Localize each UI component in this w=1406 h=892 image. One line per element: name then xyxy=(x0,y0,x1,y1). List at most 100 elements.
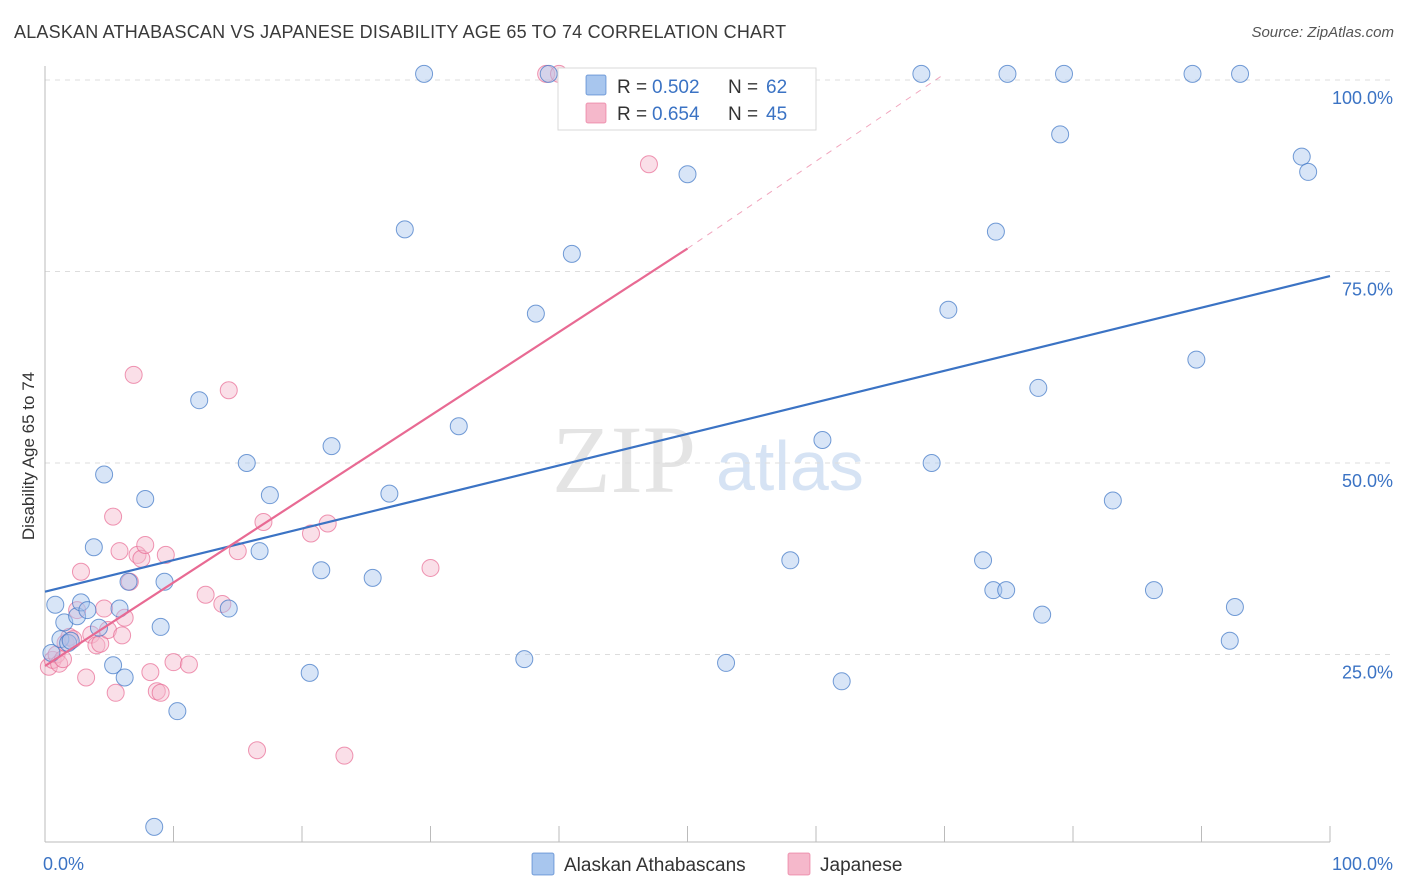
japanese-point xyxy=(95,599,114,618)
bottom-legend-label-blue: Alaskan Athabascans xyxy=(564,855,746,876)
japanese-trend-extension xyxy=(687,73,945,249)
watermark-zip: ZIP xyxy=(552,406,696,513)
legend-box: R = 0.502 N = 62 R = 0.654 N = 45 xyxy=(557,67,817,131)
athabascan-point xyxy=(1103,491,1122,510)
bottom-legend-swatch-blue xyxy=(531,852,555,876)
y-tick-label-25: 25.0% xyxy=(1342,663,1393,683)
athabascan-point xyxy=(68,607,87,626)
japanese-point xyxy=(421,558,440,577)
legend-n-label-blue: N = xyxy=(728,77,758,98)
japanese-point xyxy=(124,365,143,384)
athabascan-point xyxy=(312,561,331,580)
japanese-point xyxy=(91,634,110,653)
athabascan-point xyxy=(986,222,1005,241)
japanese-point xyxy=(219,381,238,400)
athabascan-point xyxy=(260,486,279,505)
athabascan-point xyxy=(1225,598,1244,617)
athabascan-point xyxy=(151,617,170,636)
athabascan-point xyxy=(1051,125,1070,144)
athabascan-point xyxy=(449,417,468,436)
legend-r-label-blue: R = xyxy=(617,77,647,98)
japanese-point xyxy=(213,594,232,613)
axes xyxy=(44,66,1331,843)
x-tick-label-100: 100.0% xyxy=(1332,854,1393,874)
japanese-point xyxy=(113,626,132,645)
athabascan-point xyxy=(78,601,97,620)
athabascan-point xyxy=(219,599,238,618)
athabascan-point xyxy=(145,817,164,836)
athabascan-points xyxy=(42,64,1318,836)
athabascan-point xyxy=(1231,64,1250,83)
athabascan-point xyxy=(1144,581,1163,600)
athabascan-point xyxy=(717,653,736,672)
athabascan-point xyxy=(115,668,134,687)
japanese-point xyxy=(136,535,155,554)
japanese-point xyxy=(248,741,267,760)
tick-labels: 25.0% 50.0% 75.0% 100.0% 0.0% 100.0% xyxy=(43,88,1393,874)
bottom-legend-label-pink: Japanese xyxy=(820,855,902,876)
y-tick-label-100: 100.0% xyxy=(1332,88,1393,108)
athabascan-point xyxy=(363,568,382,587)
legend-r-label-pink: R = xyxy=(617,104,647,125)
athabascan-point xyxy=(515,650,534,669)
japanese-point xyxy=(110,542,129,561)
athabascan-point xyxy=(168,702,187,721)
legend-n-value-pink: 45 xyxy=(766,104,787,125)
athabascan-point xyxy=(190,391,209,410)
y-tick-label-50: 50.0% xyxy=(1342,471,1393,491)
watermark: ZIP atlas xyxy=(552,406,864,513)
japanese-point xyxy=(106,683,125,702)
legend-r-value-pink: 0.654 xyxy=(652,104,700,125)
trend-lines xyxy=(44,73,1331,667)
athabascan-point xyxy=(395,220,414,239)
y-axis-label: Disability Age 65 to 74 xyxy=(19,372,38,540)
athabascan-point xyxy=(71,593,90,612)
athabascan-point xyxy=(1033,605,1052,624)
athabascan-point xyxy=(984,581,1003,600)
legend-swatch-pink xyxy=(585,102,607,124)
athabascan-point xyxy=(380,484,399,503)
athabascan-point xyxy=(1299,162,1318,181)
japanese-point xyxy=(639,155,658,174)
athabascan-point xyxy=(912,64,931,83)
athabascan-point xyxy=(1183,64,1202,83)
athabascan-point xyxy=(1220,631,1239,650)
source-label: Source: ZipAtlas.com xyxy=(1251,24,1394,41)
athabascan-point xyxy=(46,595,65,614)
japanese-point xyxy=(77,668,96,687)
athabascan-point xyxy=(1187,350,1206,369)
athabascan-point xyxy=(678,165,697,184)
japanese-point xyxy=(196,585,215,604)
japanese-point xyxy=(228,542,247,561)
athabascan-point xyxy=(539,64,558,83)
bottom-legend: Alaskan Athabascans Japanese xyxy=(531,852,902,876)
athabascan-point xyxy=(781,551,800,570)
legend-n-value-blue: 62 xyxy=(766,77,787,98)
athabascan-point xyxy=(84,538,103,557)
legend-r-value-blue: 0.502 xyxy=(652,77,700,98)
athabascan-point xyxy=(832,672,851,691)
japanese-point xyxy=(301,524,320,543)
athabascan-point xyxy=(1292,147,1311,166)
athabascan-point xyxy=(998,64,1017,83)
y-tick-label-75: 75.0% xyxy=(1342,280,1393,300)
japanese-point xyxy=(335,746,354,765)
japanese-point xyxy=(151,683,170,702)
athabascan-point xyxy=(562,244,581,263)
athabascan-point xyxy=(1029,378,1048,397)
athabascan-point xyxy=(415,64,434,83)
athabascan-point xyxy=(136,490,155,509)
japanese-trend-line xyxy=(44,247,689,667)
legend-n-label-pink: N = xyxy=(728,104,758,125)
athabascan-point xyxy=(322,437,341,456)
athabascan-point xyxy=(104,656,123,675)
athabascan-point xyxy=(119,572,138,591)
athabascan-point xyxy=(237,454,256,472)
japanese-point xyxy=(179,655,198,674)
athabascan-point xyxy=(974,551,993,570)
bottom-legend-swatch-pink xyxy=(787,852,811,876)
athabascan-point xyxy=(95,465,114,484)
japanese-point xyxy=(141,663,160,682)
gridlines xyxy=(45,79,1394,655)
